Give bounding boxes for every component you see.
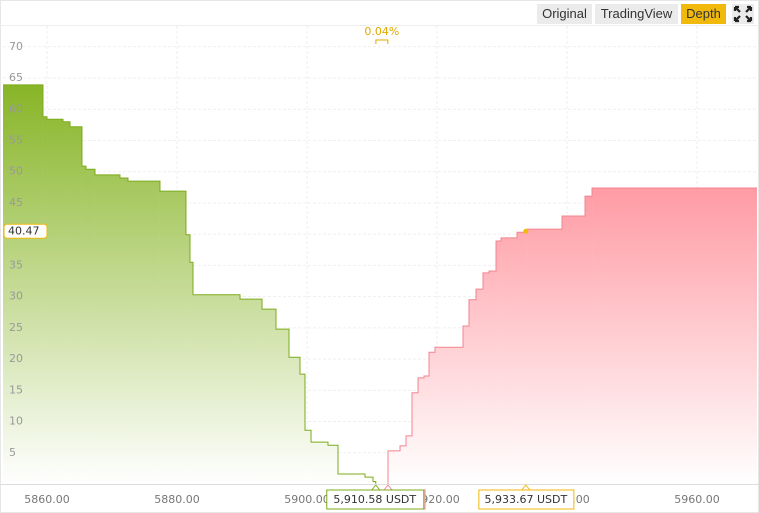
x-tick-label: 5880.00	[154, 493, 200, 506]
depth-step	[418, 377, 425, 484]
y-tick-label: 50	[9, 165, 23, 178]
depth-step	[70, 126, 82, 484]
depth-step	[411, 392, 419, 484]
depth-step	[127, 181, 160, 484]
depth-step	[489, 271, 497, 484]
depth-step	[496, 241, 502, 484]
depth-step	[81, 166, 87, 484]
y-tick-label: 35	[9, 258, 23, 271]
y-tick-label: 5	[9, 446, 16, 459]
depth-step	[517, 232, 528, 484]
y-tick-label: 55	[9, 133, 23, 146]
spread-bracket	[375, 39, 389, 44]
y-tick-label: 15	[9, 383, 23, 396]
crosshair-x-box	[478, 489, 575, 510]
x-tick-label: 5860.00	[24, 493, 70, 506]
y-tick-label: 70	[9, 40, 23, 53]
y-tick-label: 30	[9, 290, 23, 303]
depth-step	[190, 262, 193, 484]
depth-step	[562, 216, 586, 485]
button-bg[interactable]	[537, 4, 592, 24]
button[interactable]: Depth	[686, 6, 721, 21]
bid-marker-box	[326, 489, 425, 510]
crosshair-x-label: 5,933.67 USDT	[485, 493, 568, 506]
depth-step	[483, 272, 490, 484]
y-tick-label: 10	[9, 415, 23, 428]
bids-area	[3, 84, 377, 485]
fullscreen-icon[interactable]	[732, 4, 754, 24]
depth-step	[434, 347, 464, 484]
depth-step	[328, 445, 339, 484]
depth-step	[468, 299, 477, 484]
depth-step	[159, 191, 186, 484]
depth-step	[62, 121, 71, 484]
depth-step	[592, 187, 757, 485]
asks-outline	[387, 187, 757, 484]
depth-step	[3, 84, 43, 485]
button[interactable]: TradingView	[601, 6, 673, 21]
depth-step	[527, 229, 562, 484]
depth-step	[94, 174, 120, 485]
depth-step	[501, 237, 518, 484]
y-tick-label: 25	[9, 321, 23, 334]
depth-step	[120, 177, 128, 484]
depth-step	[289, 357, 300, 484]
depth-step	[311, 442, 328, 484]
x-tick-label: 5960.00	[674, 493, 720, 506]
depth-step	[192, 294, 240, 484]
depth-step	[299, 374, 305, 484]
depth-step	[387, 450, 401, 484]
depth-step	[239, 299, 263, 484]
crosshair-point	[523, 228, 529, 234]
crosshair-y-label: 40.47	[8, 225, 40, 238]
asks-area	[387, 187, 757, 485]
depth-step	[406, 435, 412, 484]
depth-step	[338, 474, 365, 484]
depth-step	[304, 430, 312, 484]
depth-step	[424, 375, 430, 484]
crosshair-y-box	[3, 223, 48, 239]
depth-step	[585, 196, 593, 484]
depth-step	[276, 329, 289, 484]
depth-step	[476, 289, 484, 484]
y-tick-label: 20	[9, 352, 23, 365]
depth-step	[47, 119, 63, 484]
y-tick-label: 65	[9, 71, 23, 84]
bid-marker-label: 5,910.58 USDT	[333, 493, 416, 506]
button-bg[interactable]	[595, 4, 678, 24]
depth-step	[429, 352, 435, 484]
depth-step	[364, 477, 373, 484]
depth-step	[372, 481, 376, 484]
spread-label: 0.04%	[364, 25, 399, 38]
depth-step	[463, 325, 469, 484]
depth-step	[86, 169, 95, 484]
x-tick-label: 5920.00	[414, 493, 460, 506]
bids-outline	[3, 84, 377, 484]
button[interactable]: Original	[542, 6, 587, 21]
y-tick-label: 45	[9, 196, 23, 209]
x-tick-label: 5900.00	[284, 493, 330, 506]
depth-step	[42, 116, 48, 485]
depth-step	[262, 309, 276, 484]
depth-step	[185, 234, 191, 484]
button-bg[interactable]	[681, 4, 726, 24]
y-tick-label: 60	[9, 102, 23, 115]
depth-step	[400, 445, 406, 484]
